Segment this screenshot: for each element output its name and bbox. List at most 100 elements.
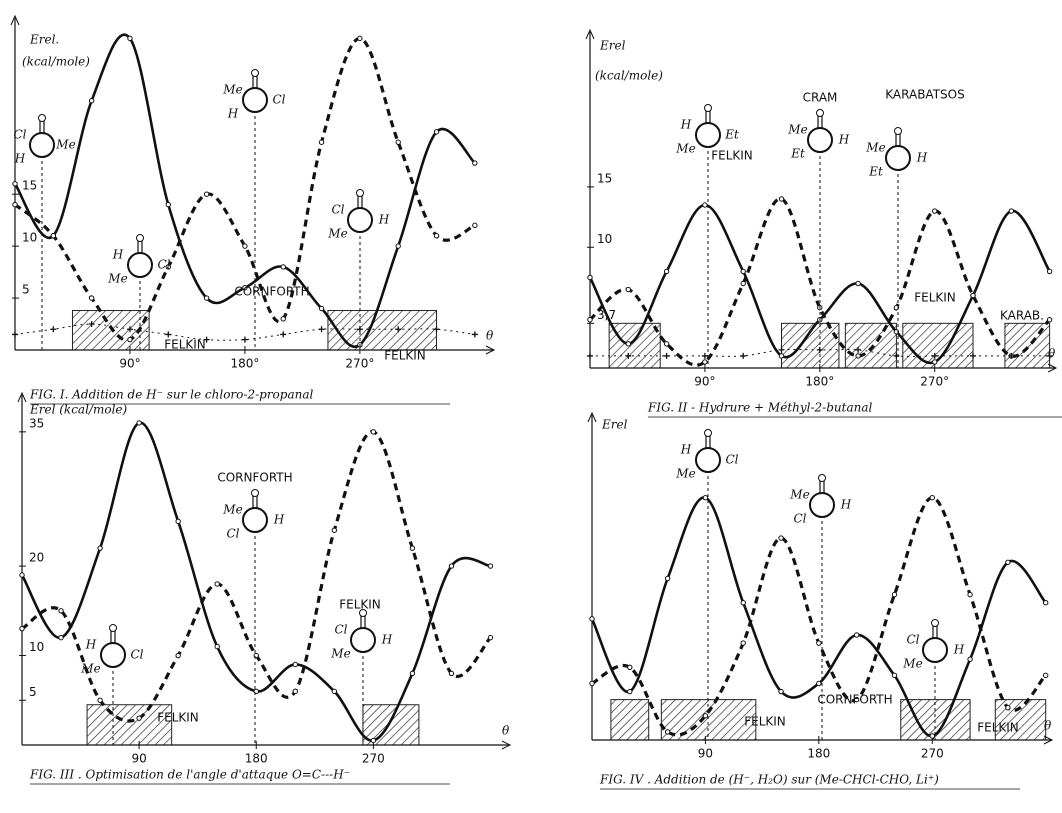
substituent: Me <box>330 647 350 661</box>
curve-point <box>97 545 103 551</box>
curve-point <box>778 688 784 695</box>
substituent: H <box>381 633 393 647</box>
figure-caption: FIG. III . Optimisation de l'angle d'att… <box>29 768 350 782</box>
cross-point <box>625 352 632 359</box>
cross-point <box>395 326 402 333</box>
curve-point <box>891 591 898 598</box>
substituent: H <box>840 498 852 512</box>
curve-point <box>664 575 671 582</box>
substituent: H <box>838 133 850 147</box>
figure-caption: FIG. IV . Addition de (H⁻, H₂O) sur (Me-… <box>599 773 939 787</box>
carbonyl-bond <box>360 616 366 628</box>
annotation: CORNFORTH <box>234 285 309 299</box>
carbonyl-bond <box>705 111 711 123</box>
curve-point <box>853 696 860 703</box>
y-axis-arrow <box>585 28 595 40</box>
curve-point <box>395 139 401 145</box>
curve-point <box>318 305 325 312</box>
x-tick-label: 180° <box>230 357 259 371</box>
curve-point <box>702 202 708 208</box>
substituent: H <box>378 213 390 227</box>
oxygen <box>251 69 259 77</box>
oxygen <box>251 489 259 497</box>
cross-point <box>778 346 785 353</box>
oxygen <box>356 189 364 197</box>
curve-point <box>19 625 25 632</box>
curve-point <box>589 616 595 622</box>
curve-point <box>587 317 593 323</box>
curve-point <box>19 572 25 578</box>
x-tick-label: 270 <box>921 747 944 761</box>
curve-point <box>242 284 248 291</box>
cross-point <box>587 352 593 359</box>
y-tick-label: 20 <box>29 551 44 565</box>
curve-point <box>448 563 455 569</box>
substituent: Cl <box>906 633 919 647</box>
curve-point <box>409 670 416 677</box>
substituent: Cl <box>334 623 347 637</box>
substituent: Cl <box>793 512 806 526</box>
y-axis-unit: (kcal/mole) <box>22 55 90 69</box>
carbonyl-bond <box>137 241 143 253</box>
curve-point <box>778 535 784 541</box>
curve-point <box>214 643 220 650</box>
curve-point <box>88 295 95 301</box>
substituent: Et <box>868 165 883 179</box>
curve-point <box>702 359 708 365</box>
oxygen <box>704 429 712 437</box>
y-tick-label: 15 <box>22 179 37 193</box>
curve-point <box>816 640 822 646</box>
annotation: KARABATSOS <box>885 88 964 102</box>
curve-point <box>292 688 298 695</box>
curve-point <box>702 713 709 719</box>
carbonyl-bond <box>39 121 45 133</box>
substituent: H <box>14 152 26 166</box>
annotation: KARAB. <box>1000 309 1044 323</box>
oxygen <box>136 234 144 242</box>
annotation: CORNFORTH <box>817 693 892 707</box>
substituent: H <box>273 513 285 527</box>
hatched-zone <box>1004 322 1051 369</box>
curve-point <box>855 353 861 359</box>
curve-point <box>280 316 286 322</box>
curve-point <box>50 233 57 239</box>
curve-point <box>433 233 440 239</box>
curve-point <box>855 280 861 287</box>
oxygen <box>359 609 367 617</box>
curve-point <box>318 139 325 145</box>
substituent: Cl <box>331 203 344 217</box>
cross-point <box>165 331 172 338</box>
cross-point <box>663 352 670 359</box>
curve-point <box>970 292 976 299</box>
carbonyl-bond <box>252 496 258 508</box>
curve-point <box>891 672 898 679</box>
hatched-zone <box>71 310 150 351</box>
curve-point <box>625 341 632 347</box>
curve-point <box>1046 317 1053 323</box>
cross-point <box>126 326 133 333</box>
y-axis-label: Erel (kcal/mole) <box>29 403 128 417</box>
substituent: Et <box>790 147 805 161</box>
substituent: Me <box>902 657 922 671</box>
hatched-zone <box>994 699 1047 741</box>
curve-point <box>203 295 210 301</box>
substituent: Cl <box>272 93 285 107</box>
y-axis-label: Erel <box>601 418 628 432</box>
annotation: FELKIN <box>384 349 426 363</box>
hatched-zone <box>327 310 438 351</box>
hatched-zone <box>610 699 650 741</box>
x-axis-arrow <box>485 345 496 355</box>
y-tick-label: 35 <box>29 416 44 430</box>
oxygen <box>38 114 46 122</box>
hatched-zone <box>86 704 173 746</box>
x-tick-label: 90 <box>131 752 146 766</box>
substituent: Me <box>327 227 347 241</box>
curve-point <box>778 353 785 359</box>
curve-point <box>175 518 181 525</box>
panel: θ Erel (kcal/mole) 90 180 270 5 10 20 35 H Me Cl Me C… <box>17 391 512 785</box>
substituent: Me <box>222 83 242 97</box>
y-tick-label: 10 <box>29 640 44 654</box>
curve-point <box>165 264 171 270</box>
